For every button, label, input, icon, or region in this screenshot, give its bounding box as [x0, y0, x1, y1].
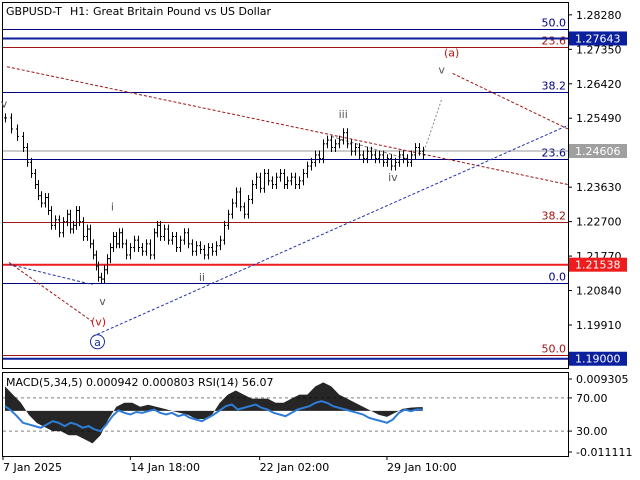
- wave-label: i: [111, 201, 114, 214]
- indicator-label: MACD(5,34,5) 0.000942 0.000803 RSI(14) 5…: [6, 376, 273, 389]
- price-axis-label: 1.23630: [576, 181, 622, 194]
- fib-level-lines: 50.0 23.6 38.2 23.6 38.2 0.0 50.0: [3, 17, 568, 360]
- price-tag-resistance: [569, 31, 627, 46]
- price-tag-target: [569, 351, 627, 366]
- price-tag-label: 1.21538: [575, 259, 621, 272]
- header-symbol: GBPUSD-T: [6, 5, 62, 18]
- fib-level-label: 0.0: [549, 271, 567, 284]
- price-axis-label: 1.26420: [576, 78, 622, 91]
- price-axis: 1.28280 1.27350 1.26420 1.25490 1.23630 1.227…: [568, 9, 622, 332]
- price-axis-label: 1.25490: [576, 112, 622, 125]
- fib-level-label: 38.2: [542, 80, 567, 93]
- trendline: [92, 124, 569, 337]
- wave-label: v: [99, 295, 106, 308]
- main-plot-frame: [2, 2, 569, 369]
- wave-label: v: [438, 63, 445, 76]
- wave-label: v: [1, 97, 8, 110]
- macd-histogram: [4, 382, 423, 444]
- trendline: [452, 72, 569, 130]
- wave-label: ii: [199, 271, 205, 284]
- wave-label: iii: [339, 108, 348, 121]
- header-timeframe: H1:: [70, 5, 89, 18]
- price-axis-label: 1.28280: [576, 9, 622, 22]
- time-axis: 7 Jan 2025 14 Jan 18:00 22 Jan 02:00 29 Jan…: [2, 456, 457, 474]
- indicator-axis-label: -0.011111: [576, 446, 632, 459]
- indicator-axis-label: 70.00: [576, 392, 608, 405]
- time-axis-label: 29 Jan 10:00: [387, 461, 457, 474]
- fib-level-label: 38.2: [542, 210, 567, 223]
- price-tag-support: [569, 257, 627, 272]
- price-axis-label: 1.27350: [576, 43, 622, 56]
- price-axis-label: 1.22700: [576, 216, 622, 229]
- trendline: [6, 66, 569, 186]
- wave-label: a: [94, 336, 101, 349]
- fib-level-label: 23.6: [542, 35, 567, 48]
- price-bars: [4, 113, 425, 284]
- wave-circle: [89, 334, 105, 350]
- price-tag-current: [569, 144, 627, 159]
- indicator-axis-label: 30.00: [576, 425, 608, 438]
- price-tag-label: 1.24606: [575, 145, 621, 158]
- trendline: [8, 263, 93, 286]
- price-tag-label: 1.27643: [575, 32, 621, 45]
- fib-level-label: 23.6: [542, 147, 567, 160]
- indicator-axis-label: 0.009305: [576, 373, 629, 386]
- wave-label: (v): [91, 315, 106, 328]
- indicator-layer: 0.009305 70.00 30.00 -0.011111: [3, 373, 632, 459]
- price-tags: 1.27643 1.24606 1.21538 1.19000: [569, 31, 627, 366]
- wave-label: iv: [388, 171, 398, 184]
- price-axis-label: 1.19910: [576, 319, 622, 332]
- price-tag-label: 1.19000: [575, 353, 621, 366]
- fib-level-label: 50.0: [542, 17, 567, 30]
- header-description: Great Britain Pound vs US Dollar: [93, 5, 272, 18]
- time-axis-label: 22 Jan 02:00: [260, 461, 330, 474]
- time-axis-label: 7 Jan 2025: [3, 461, 62, 474]
- time-axis-label: 14 Jan 18:00: [130, 461, 200, 474]
- fib-level-label: 50.0: [542, 343, 567, 356]
- price-axis-label: 1.20840: [576, 285, 622, 298]
- wave-projection-line: [422, 99, 443, 156]
- trendline: [8, 261, 93, 323]
- rsi-line: [4, 400, 423, 433]
- wave-label: (a): [444, 47, 459, 60]
